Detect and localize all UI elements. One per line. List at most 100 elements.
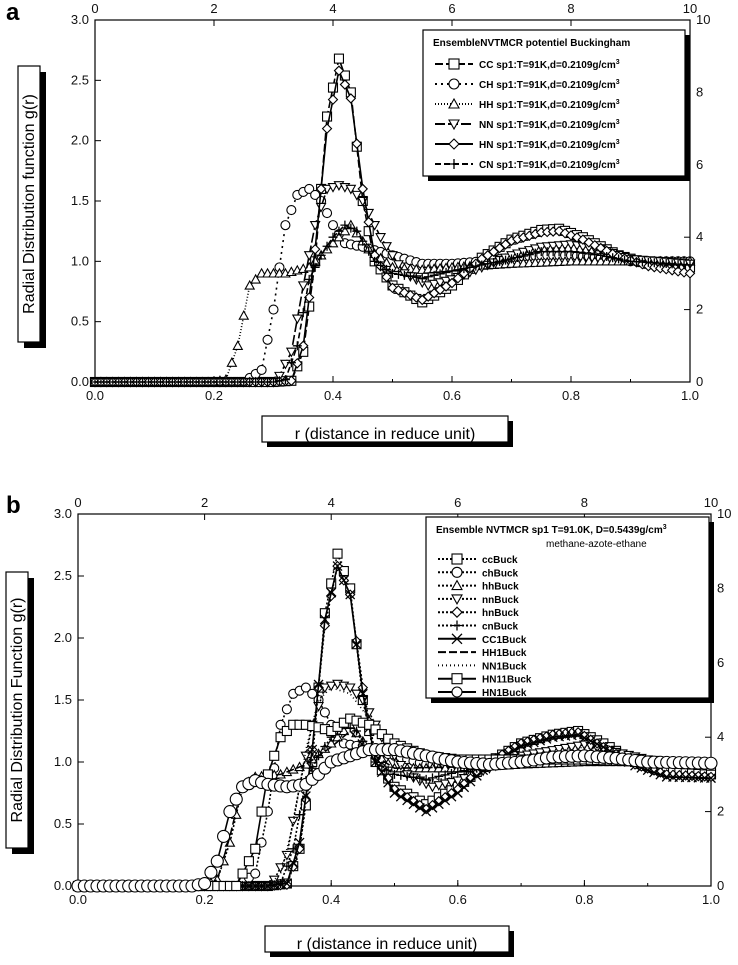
data-point xyxy=(376,767,387,778)
data-point xyxy=(321,208,333,219)
data-point xyxy=(294,837,305,848)
data-point xyxy=(433,781,445,791)
data-point xyxy=(388,268,397,278)
data-point xyxy=(345,184,357,195)
data-point xyxy=(447,266,457,276)
legend-item: HN1Buck xyxy=(438,686,527,699)
data-point xyxy=(370,757,381,767)
data-point xyxy=(477,260,487,270)
data-point xyxy=(390,769,399,779)
panel-a-y-axis-title: Radial Distribution function g(r) xyxy=(21,94,38,314)
data-point xyxy=(453,265,463,275)
data-point xyxy=(578,248,588,258)
y-tick-label: 2.0 xyxy=(54,630,72,645)
data-point xyxy=(541,733,552,744)
data-point xyxy=(408,799,419,810)
top-x-tick-label: 6 xyxy=(448,1,455,16)
data-point xyxy=(596,250,606,260)
data-point xyxy=(217,829,231,843)
data-point xyxy=(309,243,321,255)
data-point xyxy=(352,726,362,736)
data-point xyxy=(292,358,303,369)
data-point xyxy=(471,261,481,271)
data-point xyxy=(210,854,224,868)
data-point xyxy=(238,310,250,320)
data-point xyxy=(333,65,345,76)
panel-b-xlabel-box: r (distance in reduce unit) xyxy=(264,925,514,957)
data-point xyxy=(459,264,469,274)
legend-label: hnBuck xyxy=(482,608,519,619)
x-tick-label: 0.6 xyxy=(449,892,467,907)
panel-b: b 0.0 0.2 0.4 0.6 0.8 1.00 2 4 6 8 100.00.51.01.52… xyxy=(5,492,732,957)
panel-b-plot: 0.0 0.2 0.4 0.6 0.8 1.00 2 4 6 8 100.00.51.01.52.0… xyxy=(54,495,732,907)
data-point xyxy=(655,769,666,780)
data-point xyxy=(262,334,273,345)
data-point xyxy=(307,688,318,699)
data-point xyxy=(524,250,534,260)
legend-label: NN sp1:T=91K,d=0.2109g/cm3 xyxy=(479,119,620,131)
data-point xyxy=(402,795,413,806)
top-x-tick-label: 8 xyxy=(567,1,574,16)
data-point xyxy=(339,79,351,90)
legend-item: ccBuck xyxy=(438,553,518,566)
data-point xyxy=(327,182,339,193)
x-tick-label: 0.6 xyxy=(443,388,461,403)
legend-marker xyxy=(448,97,460,109)
data-point xyxy=(250,273,262,284)
data-point xyxy=(345,93,357,104)
data-point xyxy=(256,364,267,375)
data-point xyxy=(352,226,362,236)
data-point xyxy=(579,732,590,743)
right-y-tick-label: 10 xyxy=(717,506,731,521)
data-point xyxy=(351,190,363,201)
data-point xyxy=(281,725,292,737)
y-tick-label: 2.0 xyxy=(71,133,89,148)
data-point xyxy=(204,865,218,879)
data-point xyxy=(320,742,330,751)
y-tick-label: 0.5 xyxy=(71,314,89,329)
data-point xyxy=(452,272,464,284)
legend-label: CH sp1:T=91K,d=0.2109g/cm3 xyxy=(479,79,620,91)
panel-a-xlabel-box: r (distance in reduce unit) xyxy=(261,415,513,447)
data-point xyxy=(590,250,600,260)
data-point xyxy=(370,256,380,266)
data-point xyxy=(269,377,278,387)
data-point xyxy=(381,242,392,252)
legend-item: chBuck xyxy=(438,566,519,579)
data-point xyxy=(387,251,398,261)
data-point xyxy=(310,262,320,272)
data-point xyxy=(585,735,596,746)
legend-item: CN sp1:T=91K,d=0.2109g/cm3 xyxy=(435,159,620,171)
data-point xyxy=(288,844,298,854)
data-point xyxy=(285,347,297,358)
data-point xyxy=(298,308,308,318)
data-point xyxy=(453,767,463,777)
data-point xyxy=(584,249,594,259)
legend-item: hnBuck xyxy=(438,606,519,619)
data-point xyxy=(446,277,458,289)
data-point xyxy=(321,111,333,122)
data-point xyxy=(483,259,493,269)
legend-marker xyxy=(449,159,459,169)
data-point xyxy=(706,773,716,784)
data-point xyxy=(304,274,314,284)
data-point xyxy=(319,614,330,625)
x-tick-label: 0.8 xyxy=(575,892,593,907)
data-point xyxy=(250,843,261,854)
legend-label: NN1Buck xyxy=(482,661,527,672)
data-point xyxy=(297,340,309,352)
data-point xyxy=(326,587,337,598)
legend-marker xyxy=(451,673,463,685)
data-point xyxy=(281,704,292,715)
data-point xyxy=(345,589,356,600)
data-point xyxy=(346,223,356,233)
data-point xyxy=(434,278,446,289)
legend-label: ccBuck xyxy=(482,555,518,566)
series-HN11Buck xyxy=(72,713,717,892)
legend-item: HN11Buck xyxy=(438,673,532,686)
data-point xyxy=(274,376,284,386)
data-point xyxy=(489,258,499,268)
data-point xyxy=(428,279,440,290)
right-y-tick-label: 6 xyxy=(717,655,724,670)
